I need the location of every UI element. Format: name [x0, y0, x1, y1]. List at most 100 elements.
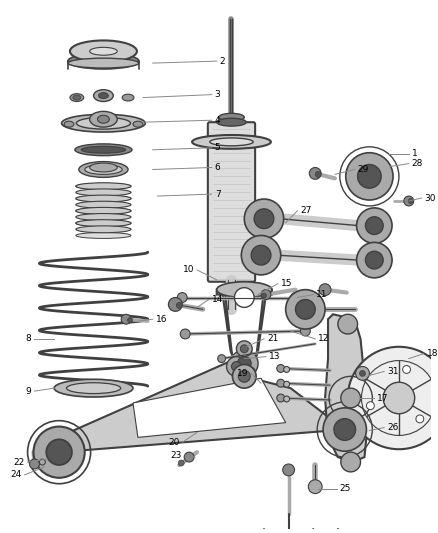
Circle shape — [338, 314, 357, 334]
Circle shape — [365, 217, 383, 235]
Circle shape — [226, 357, 246, 376]
Ellipse shape — [219, 114, 244, 121]
Circle shape — [33, 426, 85, 478]
Text: 15: 15 — [281, 279, 292, 288]
Circle shape — [357, 243, 392, 278]
Text: 13: 13 — [269, 352, 280, 361]
Polygon shape — [217, 289, 272, 368]
Ellipse shape — [76, 117, 131, 129]
Circle shape — [319, 284, 331, 296]
Circle shape — [121, 314, 131, 324]
Text: 6: 6 — [215, 163, 220, 172]
Circle shape — [238, 370, 250, 382]
Circle shape — [169, 297, 182, 311]
Text: 28: 28 — [412, 159, 423, 168]
Ellipse shape — [99, 93, 108, 99]
Circle shape — [283, 464, 294, 476]
Circle shape — [323, 408, 367, 451]
Ellipse shape — [76, 208, 131, 214]
Ellipse shape — [122, 94, 134, 101]
Text: 24: 24 — [11, 470, 21, 479]
Ellipse shape — [79, 161, 128, 177]
Ellipse shape — [76, 183, 131, 189]
Text: 26: 26 — [387, 423, 399, 432]
Ellipse shape — [70, 41, 137, 62]
Circle shape — [341, 388, 360, 408]
Circle shape — [408, 198, 413, 204]
Circle shape — [277, 379, 285, 387]
Circle shape — [315, 172, 321, 177]
Circle shape — [309, 167, 321, 179]
Circle shape — [184, 452, 194, 462]
Circle shape — [300, 326, 310, 336]
Text: 30: 30 — [424, 193, 436, 203]
Text: 16: 16 — [155, 314, 167, 324]
Ellipse shape — [85, 165, 122, 174]
Text: 19: 19 — [237, 369, 248, 378]
Polygon shape — [59, 361, 345, 452]
Text: 11: 11 — [316, 290, 328, 299]
Ellipse shape — [76, 183, 131, 190]
Circle shape — [284, 367, 290, 373]
Ellipse shape — [84, 189, 123, 195]
Ellipse shape — [76, 226, 131, 233]
Polygon shape — [133, 378, 286, 438]
Ellipse shape — [76, 207, 131, 214]
Text: 3: 3 — [215, 90, 220, 99]
Ellipse shape — [76, 189, 131, 196]
Circle shape — [178, 460, 184, 466]
Ellipse shape — [84, 227, 123, 232]
Text: 21: 21 — [267, 334, 278, 343]
Circle shape — [233, 365, 256, 388]
Circle shape — [357, 208, 392, 244]
FancyBboxPatch shape — [208, 122, 255, 282]
Circle shape — [290, 293, 300, 302]
Circle shape — [251, 245, 271, 265]
Ellipse shape — [90, 163, 117, 172]
Circle shape — [177, 293, 187, 302]
Circle shape — [46, 439, 72, 465]
Text: 4: 4 — [215, 116, 220, 125]
Ellipse shape — [73, 95, 81, 100]
Text: 1: 1 — [412, 149, 417, 158]
Circle shape — [39, 459, 45, 465]
Circle shape — [240, 345, 248, 353]
Ellipse shape — [62, 114, 145, 132]
Circle shape — [241, 236, 281, 275]
Circle shape — [232, 361, 241, 372]
Ellipse shape — [98, 115, 110, 123]
Circle shape — [404, 196, 414, 206]
Text: 18: 18 — [427, 349, 438, 358]
Circle shape — [360, 370, 365, 376]
Circle shape — [261, 289, 271, 300]
Ellipse shape — [84, 214, 123, 220]
Circle shape — [277, 394, 285, 402]
Ellipse shape — [75, 144, 132, 156]
Ellipse shape — [94, 90, 113, 101]
Circle shape — [284, 381, 290, 387]
Text: 29: 29 — [357, 165, 369, 174]
Circle shape — [348, 347, 438, 449]
Text: 27: 27 — [300, 206, 312, 215]
Text: 12: 12 — [318, 334, 329, 343]
Circle shape — [237, 341, 252, 357]
Circle shape — [367, 402, 374, 409]
Circle shape — [365, 251, 383, 269]
Ellipse shape — [68, 53, 139, 69]
Ellipse shape — [76, 195, 131, 202]
Circle shape — [334, 419, 356, 440]
Ellipse shape — [76, 214, 131, 221]
Text: 23: 23 — [171, 450, 182, 459]
Circle shape — [254, 209, 274, 229]
Circle shape — [341, 452, 360, 472]
Text: 8: 8 — [26, 334, 32, 343]
Circle shape — [244, 199, 284, 238]
Circle shape — [247, 367, 255, 375]
Ellipse shape — [76, 220, 131, 227]
Text: 9: 9 — [26, 386, 32, 395]
Ellipse shape — [76, 201, 131, 208]
Text: 25: 25 — [340, 484, 351, 493]
Circle shape — [237, 357, 251, 370]
Circle shape — [177, 302, 182, 309]
Ellipse shape — [76, 220, 131, 226]
